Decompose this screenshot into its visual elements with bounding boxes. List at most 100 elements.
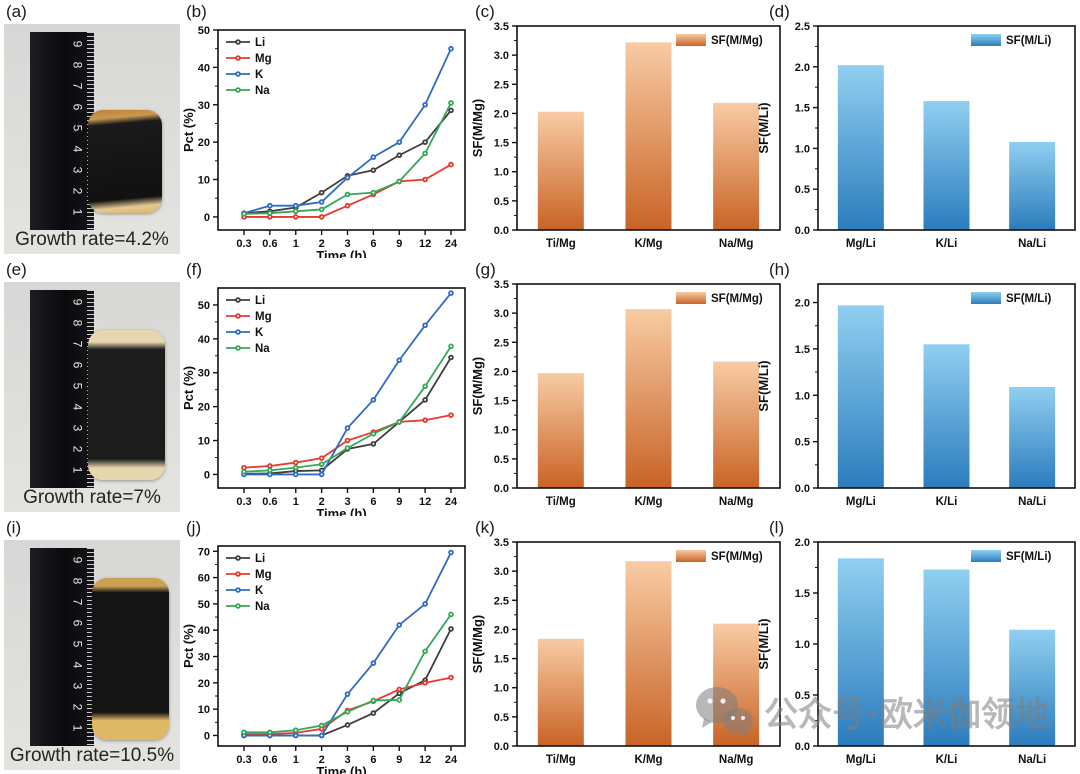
svg-text:K/Mg: K/Mg [634,496,662,508]
growth-rate-caption-e: Growth rate=7% [23,487,161,508]
svg-text:9: 9 [396,496,402,508]
svg-text:Na: Na [255,601,270,613]
svg-text:K/Li: K/Li [936,754,958,766]
svg-text:1.0: 1.0 [795,639,810,651]
svg-text:0.6: 0.6 [262,496,277,508]
line-chart-b: 0 10 20 30 40 50 0.3 0.6 1 2 3 6 9 12 24 Time (h) Pct (%… [181,0,472,263]
svg-text:Pct (%): Pct (%) [182,624,196,668]
svg-text:0.3: 0.3 [236,238,251,250]
svg-text:SF(M/Mg): SF(M/Mg) [711,35,763,47]
panel-label-d: (d) [769,2,790,21]
svg-text:Mg: Mg [255,311,272,323]
svg-text:Mg/Li: Mg/Li [846,238,876,250]
membrane-sample [88,330,165,480]
svg-text:Na: Na [255,85,270,97]
ruler: 9 8 7 6 5 4 3 2 1 [30,290,94,488]
bar-chart-svg: 0.0 0.5 1.0 1.5 2.0 2.5 3.0 3.5 Ti/Mg K/Mg Na/Mg SF… [470,279,781,508]
svg-text:0.5: 0.5 [494,196,509,208]
svg-text:40: 40 [198,334,210,346]
ruler-number: 2 [70,703,85,711]
svg-text:9: 9 [396,754,402,766]
svg-text:2: 2 [319,238,325,250]
svg-text:60: 60 [198,573,210,585]
svg-text:20: 20 [198,402,210,414]
growth-rate-caption-i: Growth rate=10.5% [9,745,175,766]
svg-text:2.5: 2.5 [494,337,509,349]
line-chart-f: 0 10 20 30 40 50 0.3 0.6 1 2 3 6 9 12 24 Time (h) Pct (%… [181,258,472,521]
svg-text:6: 6 [370,754,376,766]
ruler-number: 8 [70,577,85,585]
svg-text:1.5: 1.5 [494,654,509,666]
svg-text:40: 40 [198,625,210,637]
membrane-sample [92,578,169,740]
svg-text:3.5: 3.5 [494,21,509,33]
panel-label-l: (l) [769,518,785,537]
ruler-number: 7 [70,598,85,606]
panel-label-h: (h) [769,260,790,279]
ruler-number: 3 [70,682,85,690]
svg-text:6: 6 [370,238,376,250]
svg-text:SF(M/Mg): SF(M/Mg) [470,615,485,673]
panel-k-bar-chart: (k) 0.0 0.5 1.0 1.5 2.0 2.5 3.0 3.5 Ti/Mg K/Mg Na/… [469,516,781,774]
ruler-number: 1 [70,724,85,732]
svg-text:1.0: 1.0 [795,390,810,402]
svg-text:30: 30 [198,368,210,380]
panel-label-g: (g) [475,260,496,279]
ruler-number: 3 [70,166,85,174]
svg-text:50: 50 [198,300,210,312]
panel-label-e: (e) [6,260,27,279]
svg-text:0.5: 0.5 [494,712,509,724]
growth-rate-caption-a: Growth rate=4.2% [15,229,169,250]
svg-text:K/Mg: K/Mg [634,238,662,250]
svg-text:6: 6 [370,496,376,508]
panel-j-line-chart: (j) 0 10 20 30 40 50 60 70 0.3 0.6 1 2 3 6 9 12 24 Time (… [181,516,472,774]
svg-text:Na/Li: Na/Li [1018,496,1046,508]
svg-text:Pct (%): Pct (%) [182,108,196,152]
svg-text:1.5: 1.5 [795,344,810,356]
ruler-number: 5 [70,382,85,390]
ruler-number: 4 [70,145,85,153]
svg-text:SF(M/Li): SF(M/Li) [756,102,771,153]
svg-text:0: 0 [204,730,210,742]
ruler-number: 9 [70,40,85,48]
svg-text:3: 3 [344,754,350,766]
bar-chart-svg: 0.0 0.5 1.0 1.5 2.0 2.5 Mg/Li K/Li Na/Li SF(M/Li)… [756,21,1076,250]
bar-chart-svg: 0.0 0.5 1.0 1.5 2.0 2.5 3.0 3.5 Ti/Mg K/Mg Na/Mg SF… [470,537,781,766]
panel-a: (a) 9 8 7 6 5 4 3 2 1 Growth rate=4.2% [4,0,180,258]
svg-text:2: 2 [319,496,325,508]
svg-text:20: 20 [198,137,210,149]
ruler-number: 5 [70,124,85,132]
panel-b-line-chart: (b) 0 10 20 30 40 50 0.3 0.6 1 2 3 6 9 12 24 Time (h) Pc… [181,0,472,263]
svg-text:Pct (%): Pct (%) [182,366,196,410]
panel-d-bar-chart: (d) 0.0 0.5 1.0 1.5 2.0 2.5 Mg/Li K/Li Na/Li SF(M… [755,0,1080,258]
svg-text:2.0: 2.0 [795,298,810,310]
membrane-photo-i: 9 8 7 6 5 4 3 2 1 Growth rate=10.5% [4,540,180,770]
svg-text:Na: Na [255,343,270,355]
svg-text:K: K [255,69,264,81]
svg-text:1.5: 1.5 [494,396,509,408]
panel-label-j: (j) [186,518,202,537]
svg-text:SF(M/Mg): SF(M/Mg) [711,551,763,563]
ruler: 9 8 7 6 5 4 3 2 1 [30,32,94,230]
ruler-number: 1 [70,466,85,474]
svg-text:1.5: 1.5 [494,138,509,150]
svg-text:Na/Li: Na/Li [1018,754,1046,766]
svg-text:Ti/Mg: Ti/Mg [546,496,576,508]
svg-text:0.5: 0.5 [494,454,509,466]
svg-text:K: K [255,585,264,597]
ruler-number: 4 [70,661,85,669]
ruler-number: 8 [70,319,85,327]
svg-text:0: 0 [204,212,210,224]
svg-text:K/Li: K/Li [936,238,958,250]
svg-text:SF(M/Mg): SF(M/Mg) [711,293,763,305]
svg-text:24: 24 [445,238,458,250]
svg-text:Mg/Li: Mg/Li [846,754,876,766]
svg-text:0.5: 0.5 [795,690,810,702]
panel-g-bar-chart: (g) 0.0 0.5 1.0 1.5 2.0 2.5 3.0 3.5 Ti/Mg K/Mg Na/… [469,258,781,516]
panel-label-i: (i) [6,518,22,537]
ruler-number: 6 [70,103,85,111]
svg-text:SF(M/Li): SF(M/Li) [1006,35,1052,47]
svg-text:1.0: 1.0 [494,683,509,695]
